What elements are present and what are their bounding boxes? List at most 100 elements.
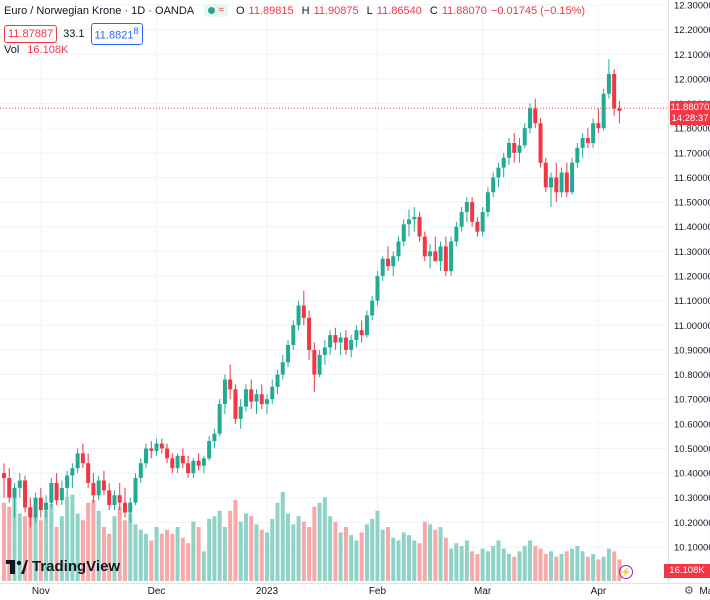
candle-body bbox=[154, 443, 159, 451]
candle-body bbox=[517, 145, 522, 153]
candle-body bbox=[165, 448, 170, 459]
volume-bar bbox=[354, 540, 359, 581]
volume-bar bbox=[122, 520, 127, 581]
candle-body bbox=[222, 379, 227, 405]
candle-body bbox=[149, 448, 154, 451]
volume-bar bbox=[449, 548, 454, 581]
volume-bar bbox=[59, 516, 64, 581]
candle-body bbox=[496, 167, 501, 178]
volume-bar bbox=[201, 551, 206, 581]
candle-body bbox=[470, 202, 475, 222]
volume-bar bbox=[564, 551, 569, 581]
y-tick-label: 12.20000 bbox=[674, 25, 710, 36]
volume-bar bbox=[485, 551, 490, 581]
y-tick-label: 11.60000 bbox=[674, 173, 710, 184]
gear-icon[interactable]: ⚙ bbox=[684, 585, 694, 597]
volume-bar bbox=[144, 533, 149, 581]
y-tick-label: 10.70000 bbox=[674, 395, 710, 406]
volume-bar bbox=[265, 532, 269, 581]
sell-button[interactable]: 11.87887 bbox=[4, 24, 58, 43]
volume-value: 16.108K bbox=[27, 44, 69, 56]
candle-body bbox=[375, 276, 380, 301]
candle-body bbox=[533, 108, 538, 124]
candle-body bbox=[580, 138, 585, 148]
candle-body bbox=[512, 142, 517, 153]
candle-body bbox=[307, 317, 312, 350]
buy-button[interactable]: 11.88218 bbox=[90, 23, 143, 45]
candle-body bbox=[107, 490, 112, 506]
candle-body bbox=[275, 374, 280, 387]
candle-body bbox=[201, 458, 206, 466]
candle-body bbox=[317, 354, 322, 375]
candle-body bbox=[570, 162, 575, 193]
volume-bar bbox=[301, 521, 306, 581]
volume-tag: 16.108K bbox=[664, 564, 710, 578]
candle-body bbox=[259, 394, 264, 405]
candle-body bbox=[412, 216, 417, 220]
candle-body bbox=[438, 246, 443, 262]
market-open-icon bbox=[208, 7, 216, 14]
candle-body bbox=[617, 108, 622, 111]
volume-bar bbox=[175, 527, 180, 581]
volume-bar bbox=[501, 548, 506, 581]
volume-bar bbox=[385, 527, 390, 581]
candle-body bbox=[70, 468, 75, 476]
volume-bar bbox=[112, 516, 117, 581]
equals-icon: = bbox=[218, 5, 224, 16]
y-tick-label: 11.00000 bbox=[674, 321, 710, 332]
current-price-value: 11.88070 bbox=[670, 102, 710, 113]
volume-bar bbox=[528, 540, 532, 581]
candle-body bbox=[207, 441, 212, 459]
candle-body bbox=[196, 460, 201, 466]
volume-bar bbox=[512, 556, 517, 581]
candle-body bbox=[364, 315, 369, 336]
y-tick-label: 10.30000 bbox=[674, 493, 710, 504]
volume-bar bbox=[396, 540, 401, 581]
volume-bar bbox=[23, 516, 28, 581]
candle-body bbox=[101, 480, 106, 491]
lightning-icon[interactable]: ⚡ bbox=[619, 565, 633, 579]
volume-bar bbox=[312, 506, 317, 581]
volume-bar bbox=[585, 556, 590, 581]
candle-body bbox=[564, 172, 569, 193]
volume-bar bbox=[65, 497, 70, 581]
candle-body bbox=[391, 256, 396, 267]
tradingview-logo[interactable]: TradingView bbox=[6, 558, 120, 575]
volume-label[interactable]: Vol bbox=[4, 44, 20, 56]
candle-body bbox=[475, 221, 480, 232]
symbol-title[interactable]: Euro / Norwegian Krone · 1D · OANDA bbox=[4, 4, 195, 17]
candle-body bbox=[228, 379, 233, 390]
candle-body bbox=[265, 399, 269, 405]
volume-bar bbox=[554, 556, 559, 581]
countdown-value: 14:28:37 bbox=[671, 113, 709, 124]
volume-bar bbox=[7, 506, 12, 581]
candle-body bbox=[422, 236, 427, 257]
y-tick-label: 12.10000 bbox=[674, 50, 710, 61]
volume-bar bbox=[370, 518, 375, 581]
volume-bar bbox=[343, 527, 348, 581]
candle-body bbox=[280, 362, 285, 375]
volume-bar bbox=[133, 524, 138, 581]
volume-bar bbox=[349, 535, 354, 581]
candle-body bbox=[407, 219, 412, 225]
candle-body bbox=[333, 335, 338, 343]
candle-body bbox=[112, 495, 117, 506]
x-tick-label: 2023 bbox=[256, 586, 279, 597]
candle-body bbox=[480, 211, 485, 232]
candle-body bbox=[75, 453, 80, 469]
volume-bar bbox=[359, 532, 364, 581]
volume-bar bbox=[307, 527, 312, 581]
candle-body bbox=[180, 455, 185, 464]
volume-bar bbox=[506, 554, 511, 581]
candle-body bbox=[591, 123, 596, 143]
volume-bar bbox=[433, 529, 438, 581]
candle-body bbox=[170, 458, 175, 469]
volume-bar bbox=[86, 502, 91, 581]
candle-body bbox=[159, 443, 164, 449]
candle-body bbox=[138, 463, 143, 479]
market-status[interactable]: = bbox=[204, 4, 228, 17]
candle-body bbox=[59, 487, 64, 501]
